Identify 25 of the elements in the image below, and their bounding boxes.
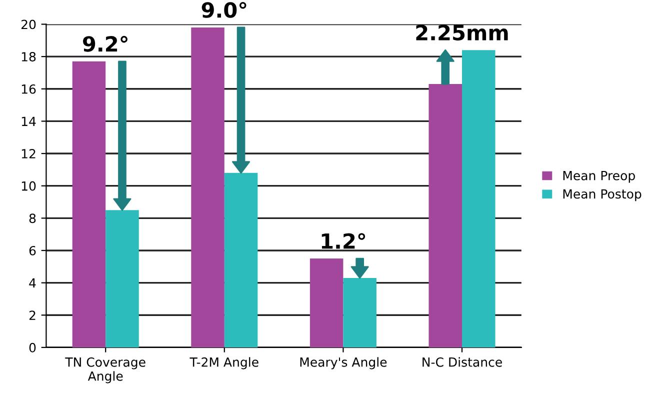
legend-label: Mean Preop xyxy=(563,171,635,183)
y-tick-label: 16 xyxy=(22,84,36,94)
bar xyxy=(462,50,496,348)
y-tick-label: 10 xyxy=(22,181,36,191)
legend-label: Mean Postop xyxy=(563,189,642,202)
y-tick-label: 12 xyxy=(22,148,36,158)
annotation: 2.25mm xyxy=(416,24,508,41)
annotation: 9.2° xyxy=(83,36,128,52)
bar xyxy=(310,258,344,348)
x-tick-label: T-2M Angle xyxy=(190,357,258,370)
y-tick-label: 2 xyxy=(29,310,36,320)
x-tick-label: TN Coverage Angle xyxy=(65,357,146,384)
x-tick-label: N-C Distance xyxy=(422,357,502,367)
y-tick-label: 18 xyxy=(22,52,36,62)
annotation: 9.0° xyxy=(202,2,246,18)
y-tick-label: 14 xyxy=(22,116,36,126)
bar xyxy=(191,27,224,348)
y-tick-label: 8 xyxy=(29,214,36,224)
y-tick-label: 4 xyxy=(29,278,36,288)
annotation: 1.2° xyxy=(322,233,366,249)
bar xyxy=(72,61,106,348)
y-tick-label: 6 xyxy=(29,246,36,256)
y-tick-label: 20 xyxy=(21,20,36,30)
x-tick-label: Meary's Angle xyxy=(300,357,387,370)
y-tick-label: 0 xyxy=(29,342,36,352)
